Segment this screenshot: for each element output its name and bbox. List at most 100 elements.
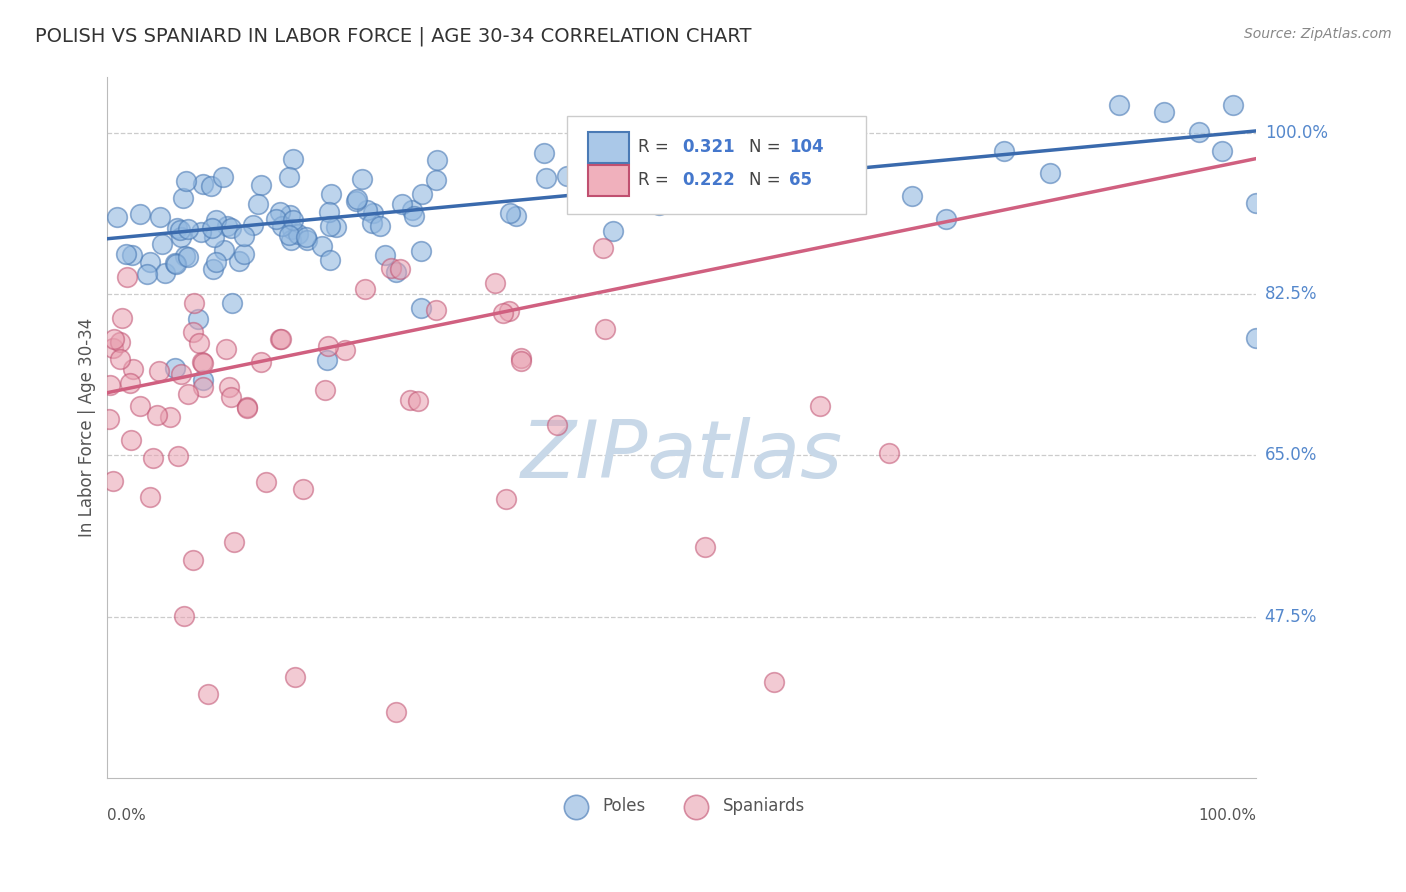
Point [277,169,299,184]
Point [391,197,413,211]
Point [108,352,131,367]
Text: N =: N = [748,138,786,156]
Point [319,186,342,201]
Point [250,355,273,369]
Point [935,211,957,226]
Point [114,247,136,261]
Point [291,483,314,497]
Point [212,243,235,257]
Point [165,257,187,271]
Point [139,490,162,504]
Point [411,186,433,201]
Point [159,410,181,425]
Text: 104: 104 [789,138,824,156]
Point [193,373,215,387]
Point [353,282,375,296]
Point [177,250,200,264]
Point [509,354,531,368]
Point [181,552,204,566]
Text: 65: 65 [789,171,811,189]
Point [762,168,785,182]
Text: POLISH VS SPANIARD IN LABOR FORCE | AGE 30-34 CORRELATION CHART: POLISH VS SPANIARD IN LABOR FORCE | AGE … [35,27,752,46]
Point [900,189,922,203]
Point [510,351,533,365]
Point [693,540,716,554]
Point [316,353,339,368]
Text: 0.0%: 0.0% [107,808,146,823]
Point [592,241,614,255]
Point [191,355,214,369]
Point [380,260,402,275]
Point [233,229,256,244]
Point [111,311,134,326]
Point [671,121,693,136]
Text: ZIPatlas: ZIPatlas [520,417,844,495]
Point [188,336,211,351]
Point [1153,104,1175,119]
Point [426,153,449,168]
FancyBboxPatch shape [588,132,628,163]
Point [163,360,186,375]
Point [484,276,506,290]
Point [346,192,368,206]
Point [280,233,302,247]
Point [546,417,568,432]
Point [1211,144,1233,158]
Point [281,221,304,235]
Point [281,213,304,227]
Point [294,230,316,244]
Text: 47.5%: 47.5% [1265,607,1317,625]
Text: 82.5%: 82.5% [1265,285,1317,303]
Point [264,212,287,227]
Point [215,343,238,357]
Point [219,221,242,235]
Point [602,224,624,238]
Point [277,227,299,242]
Point [221,295,243,310]
Text: 0.222: 0.222 [682,171,735,189]
Point [648,198,671,212]
Point [356,202,378,217]
Point [138,255,160,269]
Point [233,246,256,260]
Point [202,230,225,244]
Point [808,129,831,144]
Point [219,390,242,404]
Point [200,178,222,193]
Point [108,334,131,349]
Point [319,219,342,234]
Point [281,152,304,166]
Point [533,145,555,160]
Point [278,208,301,222]
Point [368,219,391,234]
Point [190,225,212,239]
Point [284,670,307,684]
Text: Source: ZipAtlas.com: Source: ZipAtlas.com [1244,27,1392,41]
Point [228,254,250,268]
Point [534,171,557,186]
Point [693,172,716,186]
Point [495,492,517,507]
Point [136,267,159,281]
Point [1038,165,1060,179]
Point [120,434,142,448]
Point [425,302,447,317]
Point [166,449,188,463]
Text: 100.0%: 100.0% [1265,124,1327,142]
Point [350,172,373,186]
Point [361,206,384,220]
Point [97,412,120,426]
Point [579,173,602,187]
Point [103,342,125,356]
Point [384,705,406,719]
Point [170,229,193,244]
Point [169,223,191,237]
FancyBboxPatch shape [588,165,628,196]
Point [187,311,209,326]
Text: 0.321: 0.321 [682,138,734,156]
Point [505,209,527,223]
Text: R =: R = [638,138,675,156]
Point [212,169,235,184]
Point [762,674,785,689]
Point [492,306,515,320]
